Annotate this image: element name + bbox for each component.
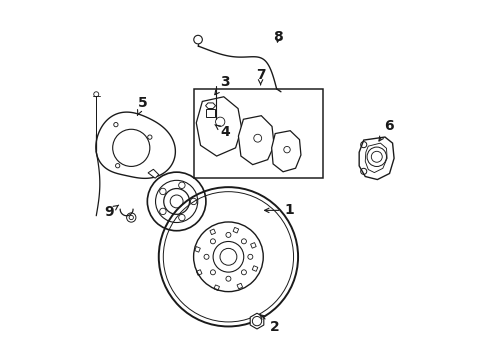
Text: 3: 3 — [214, 75, 229, 95]
Bar — [213, 285, 219, 291]
Polygon shape — [250, 313, 263, 329]
Bar — [196, 270, 202, 275]
Polygon shape — [238, 116, 274, 165]
Bar — [252, 266, 257, 271]
Bar — [194, 247, 200, 252]
Text: 7: 7 — [255, 68, 265, 85]
Text: 1: 1 — [264, 203, 293, 217]
Text: 9: 9 — [104, 205, 119, 219]
Polygon shape — [271, 131, 300, 172]
Text: 2: 2 — [260, 315, 279, 334]
Bar — [209, 229, 215, 235]
Text: 5: 5 — [137, 96, 147, 116]
Polygon shape — [148, 169, 159, 178]
Polygon shape — [358, 137, 393, 180]
Text: 6: 6 — [378, 120, 393, 141]
Bar — [237, 283, 242, 289]
Polygon shape — [206, 109, 214, 117]
Bar — [233, 228, 238, 233]
Text: 8: 8 — [273, 30, 283, 44]
Polygon shape — [205, 103, 215, 108]
Polygon shape — [196, 97, 241, 156]
Text: 4: 4 — [214, 125, 229, 139]
Bar — [250, 243, 256, 248]
Bar — [194, 89, 323, 178]
Polygon shape — [96, 112, 175, 178]
